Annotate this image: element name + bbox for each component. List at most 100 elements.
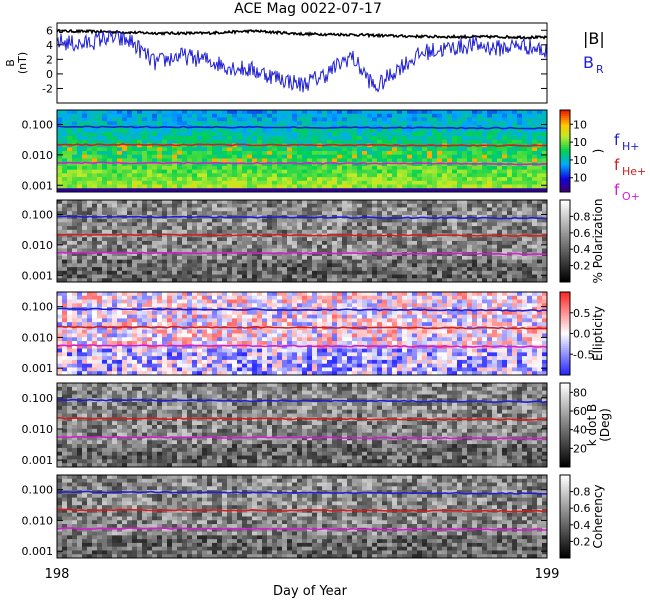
colorbar-segment [560,175,570,179]
colorbar-segment [560,531,570,534]
colorbar-tick-label: 10 [573,118,587,131]
colorbar-segment [560,171,570,175]
colorbar-segment [560,504,570,507]
colorbar-segment [560,167,570,170]
colorbar-segment [560,333,570,337]
colorbar-frame [559,474,571,559]
colorbar-segment [560,553,570,557]
colorbar-segment [560,516,570,520]
colorbar-tick-label: 20 [573,442,587,455]
colorbar-tick-label: 60 [573,405,587,418]
colorbar-segment [560,341,570,345]
colorbar-segment [560,300,570,303]
colorbar-segment [560,331,570,335]
legend-gyro-h: f [614,131,620,149]
colorbar-segment [560,189,570,193]
spectrogram-texture [57,292,548,376]
colorbar-segment [560,543,570,547]
chart-title: ACE Mag 0022-07-17 [234,1,382,17]
colorbar-label-text: ) [591,149,605,154]
colorbar-segment [560,204,570,207]
y-tick-label: -2 [42,82,53,95]
panel-spectrogram-4: 0.100 0.010 0.001 80 60 40 20k dot B (Deg) [22,382,612,468]
colorbar-segment [560,241,570,244]
colorbar-segment [560,187,570,191]
colorbar-segment [560,155,570,158]
colorbar-segment [560,493,570,497]
legend-gyro-he: f [614,156,620,174]
colorbar-segment [560,249,570,252]
colorbar-frame [559,382,571,468]
colorbar-segment [560,510,570,513]
panel-frame [56,199,548,283]
colorbar-segment [560,294,570,297]
colorbar-segment [560,292,570,295]
colorbar-segment [560,501,570,505]
colorbar-segment [560,414,570,418]
colorbar-segment [560,462,570,466]
colorbar-segment [560,425,570,428]
colorbar-label-text: Ellipticity [591,306,605,361]
legend-b-r-subscript: R [596,63,604,76]
colorbar-segment [560,234,570,238]
y-tick-label: 0.010 [22,149,54,162]
colorbar-segment [560,350,570,353]
colorbar-segment [560,345,570,349]
colorbar-segment [560,140,570,144]
colorbar-segment [560,479,570,482]
colorbar-segment [560,228,570,232]
colorbar-segment [560,526,570,530]
colorbar-segment [560,142,570,146]
colorbar-segment [560,253,570,256]
colorbar-segment [560,420,570,424]
colorbar-segment [560,352,570,355]
colorbar-segment [560,358,570,361]
colorbar-segment [560,220,570,224]
colorbar-segment [560,528,570,532]
colorbar-segment [560,406,570,409]
colorbar-segment [560,343,570,347]
y-tick-label: 0.001 [22,362,54,375]
colorbar-segment [560,261,570,265]
colorbar-segment [560,159,570,162]
colorbar-segment [560,514,570,517]
colorbar-segment [560,218,570,221]
spectrogram-texture [57,383,548,468]
panel-frame [56,109,548,193]
colorbar-segment [560,306,570,310]
colorbar-segment [560,410,570,413]
colorbar-segment [560,238,570,242]
colorbar-tick-label: 0.4 [573,519,591,532]
colorbar-tick-label: 10 [573,172,587,185]
legend-gyro-o: f [614,181,620,199]
colorbar-segment [560,448,570,451]
colorbar-label-text: Coherency [591,484,605,548]
colorbar-segment [560,446,570,449]
y-tick-label: 0 [46,68,53,81]
colorbar-segment [560,418,570,422]
colorbar-segment [560,126,570,129]
colorbar-tick-label: 0.5 [573,307,591,320]
colorbar-segment [560,226,570,230]
colorbar-segment [560,450,570,453]
colorbar-segment [560,255,570,258]
colorbar-segment [560,245,570,248]
y-tick-label: 0.010 [22,331,54,344]
colorbar-segment [560,183,570,187]
y-tick-label: 0.010 [22,239,54,252]
colorbar-segment [560,383,570,386]
y-axis-label: B (nT) [4,52,29,74]
colorbar-segment [560,356,570,359]
colorbar-segment [560,545,570,549]
spectrogram-texture [57,475,548,559]
colorbar-segment [560,495,570,499]
colorbar-segment [560,216,570,219]
colorbar-segment [560,518,570,522]
x-tick-label: 199 [535,567,560,582]
colorbar-segment [560,157,570,160]
colorbar-segment [560,185,570,189]
colorbar-frame [559,199,571,283]
